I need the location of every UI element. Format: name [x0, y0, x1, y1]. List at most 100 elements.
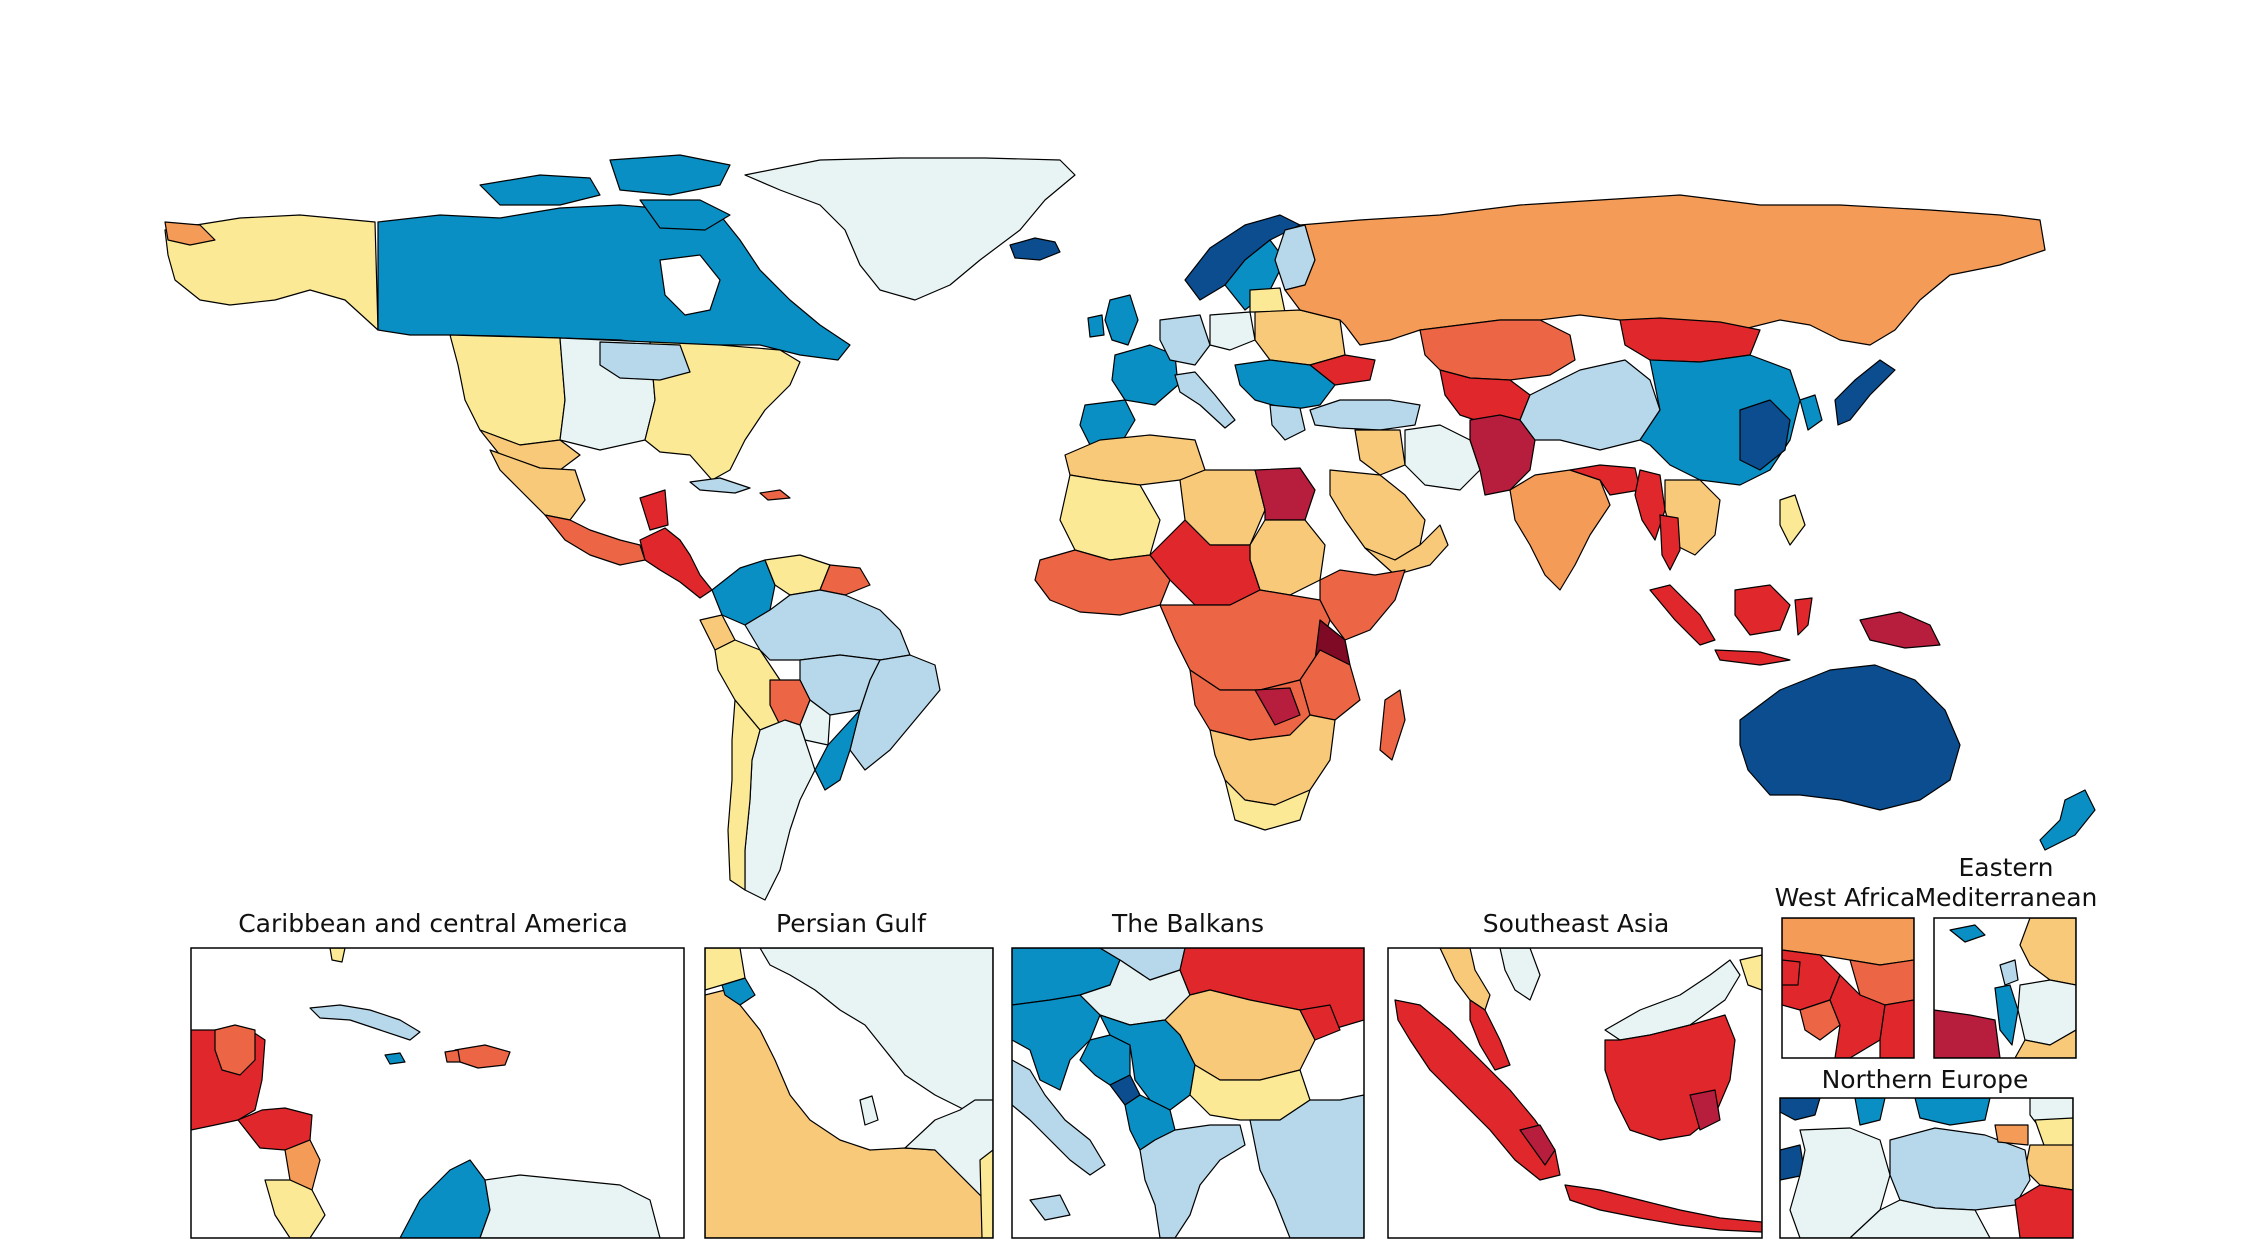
region-canada [377, 204, 851, 361]
region-arctic-islands-1 [479, 174, 601, 206]
region-france [1111, 344, 1179, 406]
inset-emed-israel [1994, 984, 2019, 1046]
region-mexico-south [544, 514, 646, 566]
inset-carib-honduras [284, 1139, 321, 1191]
inset-neur-denmark [1854, 1098, 1886, 1126]
region-germany [1159, 314, 1211, 366]
inset-neur-ukraine [2014, 1184, 2073, 1238]
inset-sea-java [1564, 1184, 1762, 1233]
inset-northern-europe [1779, 1097, 2074, 1239]
inset-frame-southeast-asia [1387, 947, 1763, 1239]
region-china-southeast [1739, 399, 1791, 471]
inset-frame-northern-europe [1779, 1097, 2074, 1239]
region-arctic-islands-3 [639, 199, 731, 231]
region-southern-africa [1209, 714, 1336, 806]
inset-balk-greece [1139, 1124, 1246, 1238]
region-java [1714, 649, 1791, 666]
inset-title-balkans: The Balkans [1111, 909, 1264, 938]
inset-wafr-sierra-leone [1799, 999, 1841, 1041]
region-paraguay [799, 699, 831, 746]
region-central-america [639, 527, 713, 599]
inset-wafr-guinea-bissau [1782, 959, 1801, 986]
water-hudson-bay [659, 254, 721, 316]
inset-carib-venezuela [479, 1174, 661, 1238]
region-japan [1834, 359, 1896, 426]
inset-sea-vietnam [1499, 948, 1541, 1001]
inset-carib-nicaragua-costarica [264, 1179, 326, 1238]
inset-balk-serbia [1099, 1014, 1196, 1111]
region-hispaniola [759, 489, 791, 501]
inset-title-caribbean: Caribbean and central America [238, 909, 628, 938]
region-australia [1739, 664, 1961, 811]
region-thailand [1659, 514, 1681, 571]
region-sudan [1249, 519, 1326, 596]
inset-neur-kaliningrad [1994, 1124, 2029, 1146]
inset-balk-turkey [1249, 1094, 1364, 1238]
inset-title-eastern-med-line2: Mediterranean [1915, 883, 2098, 912]
inset-neur-sweden [1914, 1098, 1991, 1126]
region-balkans [1234, 359, 1336, 411]
region-west-africa [1034, 549, 1171, 616]
region-zambia-malawi [1254, 687, 1301, 726]
inset-eastern-med [1933, 917, 2077, 1059]
inset-sea-thailand [1439, 948, 1491, 1011]
inset-neur-belarus [2024, 1144, 2073, 1191]
inset-frame-caribbean [190, 947, 685, 1239]
region-south-africa [1224, 779, 1311, 831]
inset-frame-west-africa [1781, 917, 1915, 1059]
inset-emed-cyprus [1949, 924, 1986, 943]
inset-neur-poland [1889, 1127, 2031, 1211]
region-usa-east [644, 341, 801, 481]
region-philippines [1779, 494, 1806, 546]
inset-wafr-ivory-coast [1829, 974, 1886, 1058]
inset-gulf-iran [759, 948, 993, 1111]
inset-carib-colombia [399, 1159, 491, 1238]
region-afghanistan-pakistan [1469, 414, 1536, 496]
region-iceland [1009, 237, 1061, 261]
region-uk [1104, 294, 1139, 346]
region-chile [727, 699, 761, 891]
inset-neur-germany [1789, 1127, 1891, 1238]
region-poland [1209, 311, 1256, 351]
inset-frame-persian-gulf [704, 947, 994, 1239]
inset-neur-latvia [2034, 1117, 2073, 1149]
region-baltics [1249, 287, 1286, 313]
region-korea [1799, 394, 1823, 431]
inset-persian-gulf [704, 947, 994, 1239]
inset-west-africa [1781, 917, 1915, 1059]
inset-title-west-africa: West Africa [1775, 883, 1916, 912]
inset-southeast-asia [1387, 947, 1763, 1239]
region-guianas [819, 564, 871, 596]
inset-carib-bahamas [329, 948, 346, 963]
region-arctic-islands-2 [609, 154, 731, 196]
region-sahel [1149, 519, 1261, 606]
inset-balkans [1011, 947, 1365, 1239]
region-alaska [164, 214, 379, 331]
inset-emed-saudi [2014, 1029, 2076, 1058]
region-iraq-syria [1354, 429, 1406, 476]
inset-title-northern-europe: Northern Europe [1822, 1065, 2029, 1094]
region-india [1509, 469, 1611, 591]
inset-titles: Caribbean and central America Persian Gu… [238, 853, 2097, 1094]
region-madagascar [1379, 689, 1406, 761]
main-world-map [164, 154, 2096, 901]
inset-title-eastern-med-line1: Eastern [1958, 853, 2053, 882]
region-usa-west [449, 334, 566, 446]
inset-sea-sumatra-south [1519, 1124, 1556, 1166]
inset-gulf-oman [979, 1149, 993, 1238]
inset-frame-balkans [1011, 947, 1365, 1239]
inset-caribbean [190, 947, 685, 1239]
region-greece [1269, 404, 1306, 441]
region-iran [1404, 424, 1481, 491]
region-chukotka-edge [164, 221, 216, 246]
inset-emed-egypt [1934, 1009, 2001, 1058]
inset-emed-syria [2019, 918, 2076, 986]
inset-neur-czech [1849, 1199, 1991, 1238]
inset-balk-moldova [1299, 1004, 1341, 1041]
inset-frame-eastern-med [1933, 917, 2077, 1059]
inset-gulf-uae [904, 1099, 993, 1201]
region-new-guinea [1859, 611, 1941, 649]
region-turkey [1309, 399, 1421, 431]
